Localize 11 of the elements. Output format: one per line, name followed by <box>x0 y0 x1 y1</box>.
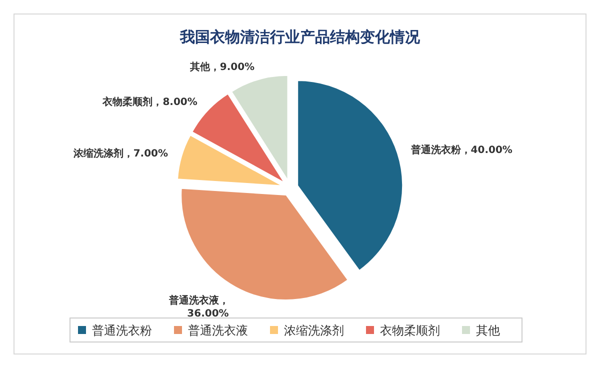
data-label: 普通洗衣液，36.00% <box>168 294 229 320</box>
data-label: 衣物柔顺剂，8.00% <box>102 96 198 108</box>
chart-title: 我国衣物清洁行业产品结构变化情况 <box>179 28 421 46</box>
legend-label: 其他 <box>476 324 500 338</box>
data-label: 普通洗衣粉，40.00% <box>410 144 512 156</box>
legend-label: 普通洗衣液 <box>188 324 248 338</box>
legend-label: 衣物柔顺剂 <box>380 324 440 338</box>
data-label: 其他，9.00% <box>188 61 255 74</box>
legend-label: 浓缩洗涤剂 <box>284 324 344 338</box>
legend-label: 普通洗衣粉 <box>92 324 152 338</box>
data-label: 浓缩洗涤剂，7.00% <box>72 148 168 160</box>
